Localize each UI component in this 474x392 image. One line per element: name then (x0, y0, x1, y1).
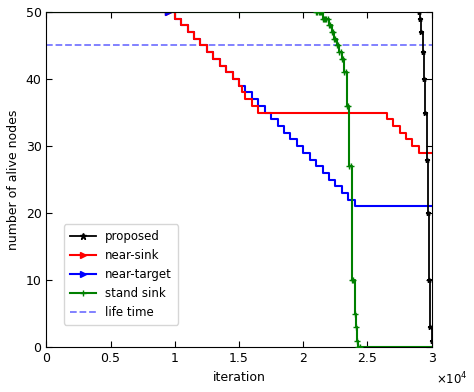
Text: $\times10^4$: $\times10^4$ (436, 371, 467, 387)
Y-axis label: number of alive nodes: number of alive nodes (7, 109, 20, 250)
Legend: proposed, near-sink, near-target, stand sink, life time: proposed, near-sink, near-target, stand … (64, 224, 178, 325)
X-axis label: iteration: iteration (213, 371, 265, 384)
